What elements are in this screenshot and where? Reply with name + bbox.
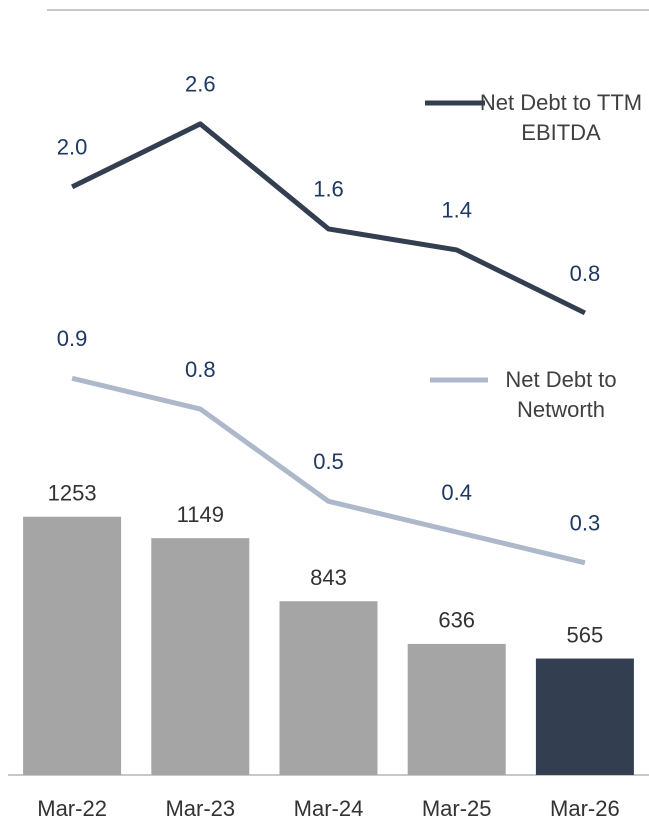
line-label: 0.8 [185,357,216,382]
line-label: 0.8 [570,261,601,286]
x-tick-label: Mar-22 [37,796,107,821]
line-label: 0.9 [57,326,88,351]
line-label: 2.6 [185,72,216,97]
bar [407,643,506,775]
line [71,375,586,566]
line-label: 1.6 [313,177,344,202]
line-label: 0.4 [441,480,472,505]
bar-label: 843 [310,565,347,590]
line-label: 0.3 [570,511,601,536]
bar [535,658,634,775]
x-tick-label: Mar-24 [294,796,364,821]
bar-label: 565 [567,622,604,647]
bar-label: 636 [438,608,475,633]
bar [23,516,122,775]
x-tick-label: Mar-26 [550,796,620,821]
bar-label: 1149 [177,502,224,527]
legend-label: Net Debt to Networth [505,367,617,422]
legend-label: Net Debt to TTM EBITDA [479,90,643,145]
bar-label: 1253 [48,481,97,506]
line-label: 0.5 [313,449,344,474]
bar [151,538,250,775]
x-tick-label: Mar-23 [165,796,235,821]
bar [279,601,378,775]
x-tick-label: Mar-25 [422,796,492,821]
line-label: 2.0 [57,135,88,160]
line [70,121,587,316]
line-label: 1.4 [441,198,472,223]
